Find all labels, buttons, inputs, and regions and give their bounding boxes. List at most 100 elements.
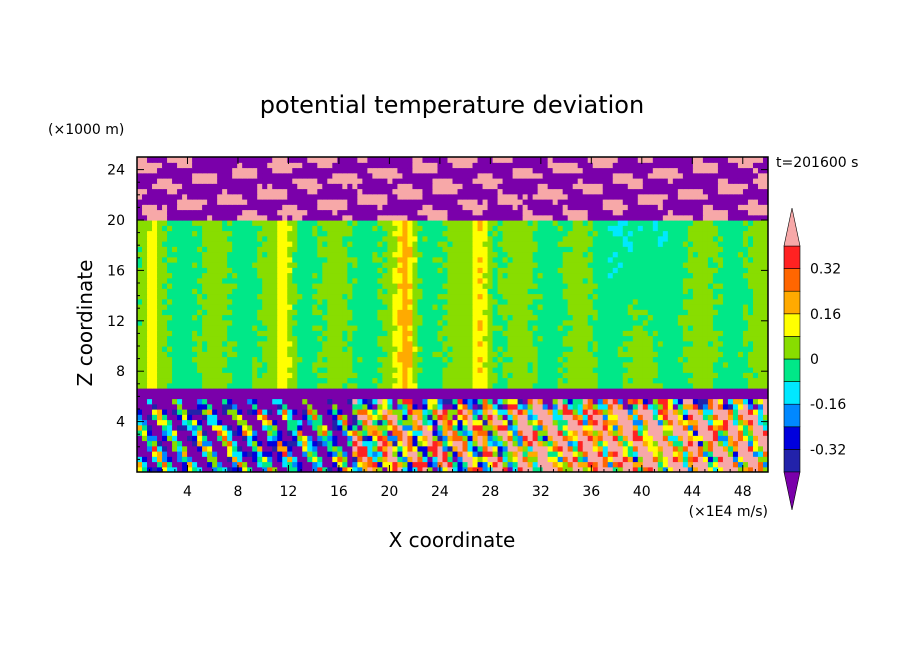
field-cell	[552, 340, 559, 347]
field-cell	[567, 403, 574, 410]
field-cell	[667, 351, 674, 358]
field-cell	[212, 272, 218, 279]
field-cell	[557, 424, 564, 431]
field-cell	[522, 398, 529, 405]
field-cell	[537, 319, 544, 326]
field-cell	[727, 424, 734, 431]
field-cell	[367, 445, 373, 452]
field-cell	[272, 309, 278, 316]
field-cell	[717, 288, 724, 295]
field-cell	[507, 409, 514, 415]
field-cell	[472, 351, 479, 358]
field-cell	[402, 403, 409, 410]
field-cell	[517, 293, 524, 300]
field-cell	[457, 393, 464, 400]
field-cell	[627, 367, 634, 373]
field-cell	[642, 346, 649, 352]
field-cell	[297, 298, 303, 305]
field-cell	[522, 319, 529, 326]
field-cell	[502, 409, 509, 415]
field-cell	[582, 272, 589, 279]
field-cell	[402, 461, 409, 468]
field-cell	[532, 283, 539, 289]
field-cell	[282, 262, 288, 268]
field-cell	[227, 340, 233, 347]
field-cell	[557, 346, 564, 352]
field-cell	[382, 309, 388, 316]
field-cell	[442, 451, 449, 457]
field-cell	[662, 377, 669, 384]
field-cell	[697, 382, 704, 389]
field-cell	[207, 393, 213, 400]
field-cell	[657, 403, 664, 410]
field-cell	[442, 335, 449, 342]
field-cell	[467, 304, 474, 310]
field-cell	[612, 430, 619, 436]
field-cell	[647, 335, 654, 342]
field-cell	[312, 304, 318, 310]
field-cell	[387, 398, 394, 405]
field-cell	[192, 277, 198, 284]
field-cell	[392, 277, 399, 284]
field-cell	[142, 393, 148, 400]
field-cell	[347, 262, 353, 268]
field-cell	[562, 409, 569, 415]
field-cell	[272, 283, 278, 289]
field-cell	[402, 304, 409, 310]
field-cell	[457, 372, 464, 379]
field-cell	[167, 277, 173, 284]
field-cell	[672, 330, 679, 337]
field-cell	[262, 419, 268, 426]
field-cell	[152, 367, 158, 373]
field-cell	[637, 314, 644, 321]
field-cell	[617, 403, 624, 410]
field-cell	[727, 466, 734, 472]
field-cell	[212, 430, 218, 436]
field-cell	[667, 377, 674, 384]
field-cell	[152, 293, 158, 300]
field-cell	[477, 272, 484, 279]
field-cell	[392, 288, 399, 295]
field-cell	[617, 298, 624, 305]
field-cell	[417, 277, 424, 284]
field-cell	[507, 451, 514, 457]
field-cell	[412, 398, 419, 405]
field-cell	[402, 445, 409, 452]
field-cell	[372, 351, 378, 358]
field-cell	[657, 414, 664, 421]
field-cell	[377, 451, 383, 457]
field-cell	[722, 451, 729, 457]
field-cell	[377, 356, 383, 363]
field-cell	[457, 293, 464, 300]
field-cell	[742, 293, 749, 300]
field-cell	[452, 314, 459, 321]
field-cell	[262, 372, 268, 379]
field-cell	[702, 330, 709, 337]
field-cell	[257, 346, 263, 352]
field-cell	[317, 351, 323, 358]
field-cell	[647, 451, 654, 457]
field-cell	[362, 330, 368, 337]
field-cell	[137, 367, 143, 373]
field-cell	[202, 409, 208, 415]
field-cell	[627, 461, 634, 468]
field-cell	[562, 377, 569, 384]
field-cell	[277, 319, 283, 326]
field-cell	[272, 346, 278, 352]
field-cell	[492, 451, 499, 457]
field-cell	[482, 440, 489, 447]
field-cell	[742, 414, 749, 421]
field-cell	[612, 309, 619, 316]
field-cell	[672, 272, 679, 279]
field-cell	[262, 283, 268, 289]
field-cell	[252, 435, 258, 442]
field-cell	[247, 298, 253, 305]
field-cell	[427, 267, 434, 274]
field-cell	[337, 288, 343, 295]
field-cell	[472, 419, 479, 426]
field-cell	[632, 309, 639, 316]
field-cell	[162, 351, 168, 358]
field-cell	[477, 304, 484, 310]
field-cell	[322, 330, 328, 337]
field-cell	[702, 409, 709, 415]
